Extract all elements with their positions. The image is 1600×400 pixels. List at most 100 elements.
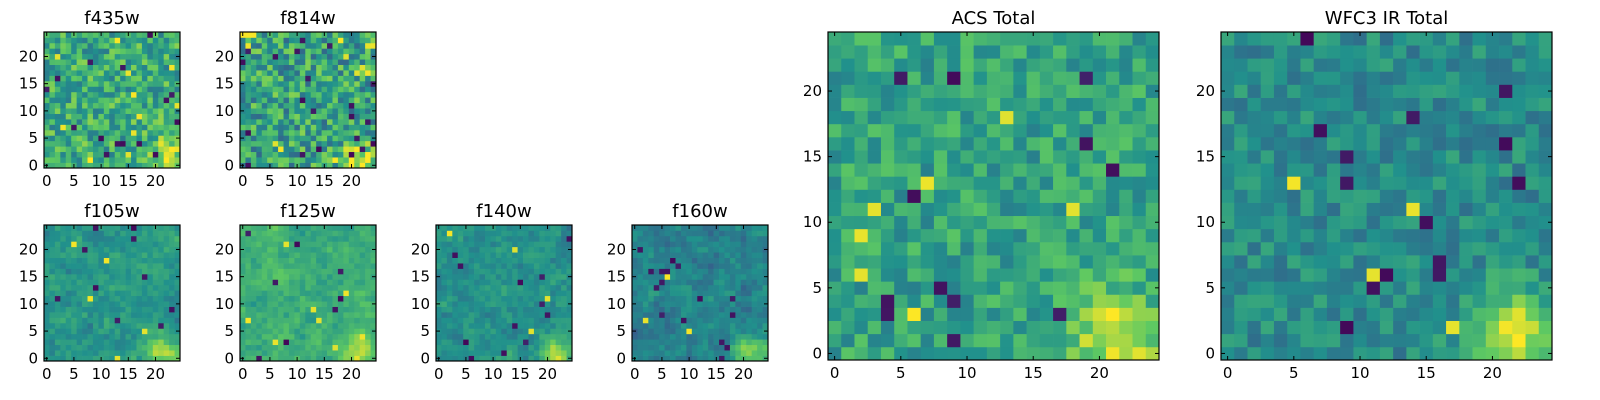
heatmap-cell: [305, 64, 312, 71]
heatmap-cell: [828, 32, 842, 46]
panel-frame: [239, 224, 377, 362]
heatmap-cell: [82, 301, 88, 307]
heatmap-cell: [327, 225, 333, 231]
heatmap-cell: [321, 263, 328, 269]
heatmap-cell: [907, 97, 922, 112]
heatmap-cell: [163, 86, 170, 93]
heatmap-cell: [550, 350, 557, 356]
heatmap-cell: [87, 129, 94, 136]
heatmap-cell: [713, 306, 720, 313]
heatmap-cell: [354, 241, 361, 248]
heatmap-cell: [550, 301, 557, 307]
heatmap-cell: [337, 268, 344, 275]
heatmap-cell: [136, 295, 143, 302]
heatmap-cell: [907, 150, 922, 164]
heatmap-cell: [283, 312, 290, 318]
heatmap-cell: [735, 263, 742, 269]
heatmap-cell: [337, 306, 344, 313]
heatmap-cell: [1106, 346, 1120, 361]
heatmap-cell: [44, 284, 50, 291]
heatmap-cell: [495, 241, 502, 248]
heatmap-cell: [544, 235, 551, 242]
heatmap-cell: [680, 252, 687, 258]
cell-grid: [828, 32, 1160, 361]
heatmap-cell: [365, 86, 371, 93]
heatmap-cell: [136, 42, 143, 49]
heatmap-cell: [65, 108, 72, 114]
heatmap-cell: [305, 151, 312, 158]
heatmap-cell: [114, 146, 121, 153]
heatmap-cell: [354, 42, 361, 49]
heatmap-cell: [365, 252, 371, 258]
heatmap-cell: [131, 268, 137, 275]
heatmap-cell: [131, 306, 137, 313]
heatmap-cell: [337, 225, 344, 231]
heatmap-cell: [1132, 176, 1147, 190]
heatmap-cell: [544, 268, 551, 275]
heatmap-cell: [920, 45, 935, 59]
heatmap-cell: [92, 75, 99, 82]
heatmap-cell: [245, 108, 252, 114]
heatmap-cell: [506, 284, 513, 291]
heatmap-cell: [44, 113, 50, 120]
heatmap-cell: [163, 80, 170, 87]
heatmap-cell: [354, 80, 361, 87]
heatmap-cell: [555, 328, 562, 335]
heatmap-cell: [1459, 333, 1473, 348]
heatmap-cell: [973, 84, 988, 98]
heatmap-cell: [724, 257, 731, 264]
heatmap-cell: [867, 110, 882, 125]
heatmap-cell: [163, 97, 170, 104]
heatmap-cell: [637, 312, 644, 318]
heatmap-cell: [659, 257, 665, 264]
heatmap-cell: [1525, 268, 1540, 282]
heatmap-cell: [245, 322, 252, 329]
heatmap-cell: [299, 124, 306, 131]
heatmap-cell: [240, 113, 246, 120]
heatmap-cell: [506, 317, 513, 324]
heatmap-cell: [54, 333, 61, 340]
heatmap-cell: [659, 306, 665, 313]
heatmap-cell: [1119, 32, 1133, 46]
heatmap-cell: [960, 32, 974, 46]
heatmap-cell: [305, 108, 312, 114]
heatmap-cell: [659, 312, 665, 318]
heatmap-cell: [642, 230, 649, 237]
heatmap-cell: [245, 59, 252, 65]
y-tick-label: 15: [607, 268, 626, 286]
heatmap-cell: [305, 322, 312, 329]
heatmap-cell: [327, 333, 333, 340]
heatmap-cell: [947, 215, 961, 230]
heatmap-cell: [1273, 255, 1288, 269]
heatmap-cell: [76, 268, 83, 275]
heatmap-cell: [686, 295, 693, 302]
heatmap-cell: [648, 350, 655, 356]
heatmap-cell: [854, 346, 869, 361]
heatmap-cell: [675, 355, 682, 362]
heatmap-cell: [1340, 228, 1354, 243]
heatmap-cell: [1106, 136, 1120, 151]
heatmap-cell: [299, 290, 306, 297]
heatmap-cell: [60, 53, 67, 60]
heatmap-cell: [648, 301, 655, 307]
heatmap-cell: [680, 273, 687, 280]
heatmap-cell: [1039, 255, 1054, 269]
heatmap-cell: [288, 75, 295, 82]
heatmap-cell: [436, 317, 442, 324]
heatmap-cell: [517, 284, 524, 291]
heatmap-cell: [120, 333, 126, 340]
heatmap-cell: [1119, 176, 1133, 190]
heatmap-cell: [441, 235, 448, 242]
heatmap-cell: [735, 230, 742, 237]
heatmap-cell: [894, 320, 908, 335]
heatmap-cell: [114, 273, 121, 280]
heatmap-cell: [484, 268, 491, 275]
heatmap-cell: [256, 91, 263, 98]
heatmap-cell: [365, 37, 371, 44]
y-tick-label: 20: [803, 82, 822, 100]
heatmap-cell: [1406, 255, 1420, 269]
heatmap-cell: [517, 252, 524, 258]
heatmap-cell: [305, 279, 312, 286]
heatmap-cell: [316, 129, 322, 136]
